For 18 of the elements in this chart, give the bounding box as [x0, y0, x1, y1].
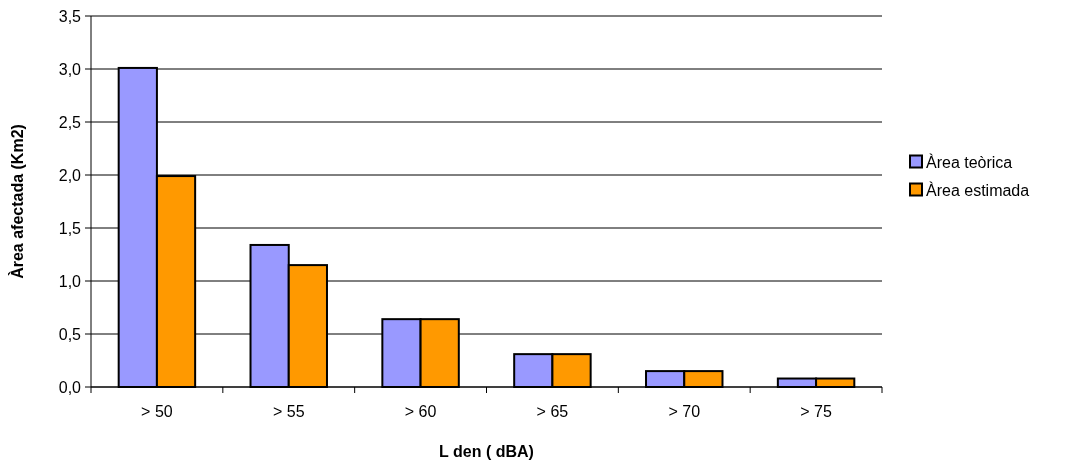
y-axis-title: Àrea afectada (Km2) — [8, 124, 26, 279]
x-tick-label: > 65 — [536, 403, 569, 420]
x-tick-label: > 50 — [141, 403, 173, 420]
x-tick-label: > 75 — [800, 403, 832, 420]
y-tick-label: 3,0 — [58, 60, 82, 78]
y-tick-label: 3,5 — [58, 7, 82, 25]
x-tick-label: > 55 — [272, 403, 305, 420]
y-tick-label: 1,0 — [58, 272, 82, 290]
legend-label: Àrea estimada — [926, 180, 1030, 199]
x-tick-label: > 60 — [404, 403, 437, 420]
legend-label: Àrea teòrica — [926, 152, 1013, 171]
y-tick-label: 0,5 — [58, 325, 82, 343]
y-tick-label: 0,0 — [58, 378, 82, 396]
x-axis-title: L den ( dBA) — [439, 443, 534, 460]
y-tick-label: 2,0 — [58, 166, 82, 184]
x-tick-label: > 70 — [668, 403, 701, 420]
y-tick-label: 2,5 — [58, 113, 82, 131]
y-tick-label: 1,5 — [58, 219, 82, 237]
